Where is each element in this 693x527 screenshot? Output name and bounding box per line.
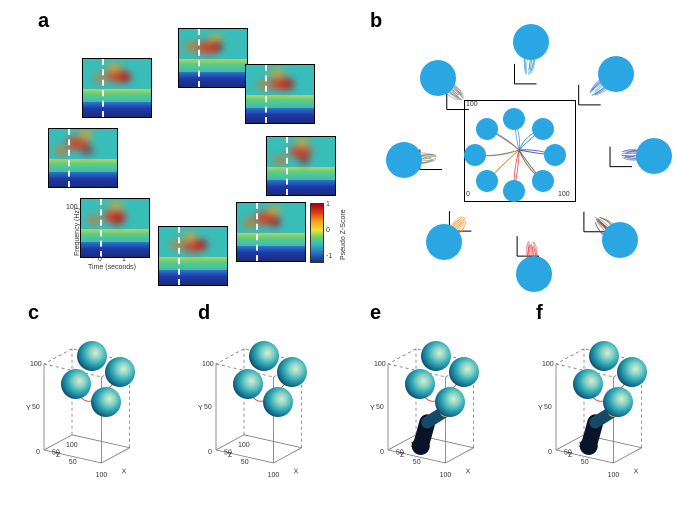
cbar-tick: 1 [326, 201, 330, 208]
outer-target [516, 256, 552, 292]
spectrogram [48, 128, 118, 188]
tick: 100 [440, 472, 452, 479]
target-sphere [249, 341, 279, 371]
axis-label-x: X [122, 468, 127, 475]
colorbar [310, 203, 322, 261]
tick: 50 [376, 404, 384, 411]
tick: 0 [36, 449, 40, 456]
panel-3d: 0501005010050100YXZ [536, 318, 686, 488]
axis-label-y: Y [538, 405, 543, 412]
panel-3d: 0501005010050100YXZ [24, 318, 174, 488]
xlabel-time: Time (seconds) [88, 264, 136, 271]
inner-target [464, 144, 486, 166]
panel-3d: 0501005010050100YXZ [368, 318, 518, 488]
target-sphere [573, 369, 603, 399]
axis-label-y: Y [370, 405, 375, 412]
axis-label-y: Y [26, 405, 31, 412]
spectrogram [266, 136, 336, 196]
inner-target [476, 170, 498, 192]
target-sphere [233, 369, 263, 399]
xtick: 0 [98, 256, 102, 263]
inner-target [544, 144, 566, 166]
tick: 100 [30, 361, 42, 368]
target-sphere [277, 357, 307, 387]
inner-target [532, 170, 554, 192]
tick: 0 [548, 449, 552, 456]
tick: 0 [208, 449, 212, 456]
target-sphere [435, 387, 465, 417]
panel-3d: 0501005010050100YXZ [196, 318, 346, 488]
target-sphere [61, 369, 91, 399]
outer-target [602, 222, 638, 258]
axis-label-z: Z [568, 452, 573, 459]
axis-label-x: X [294, 468, 299, 475]
cbar-label: Pseudo Z-Score [340, 209, 347, 260]
target-sphere [405, 369, 435, 399]
axis-label-x: X [466, 468, 471, 475]
axis-label-x: X [634, 468, 639, 475]
cbar-tick: 0 [326, 227, 330, 234]
tick: 50 [32, 404, 40, 411]
tick: 50 [69, 459, 77, 466]
inner-target [532, 118, 554, 140]
outer-target [420, 60, 456, 96]
spectrogram [178, 28, 248, 88]
tick: 100 [202, 361, 214, 368]
target-sphere [421, 341, 451, 371]
ylabel-frequency: Frequency (Hz) [74, 208, 81, 256]
axis-label-z: Z [56, 452, 61, 459]
tick: 50 [204, 404, 212, 411]
tick: 50 [241, 459, 249, 466]
inner-target [476, 118, 498, 140]
tick: 100 [268, 472, 280, 479]
target-sphere [617, 357, 647, 387]
tick: 50 [413, 459, 421, 466]
target-sphere [589, 341, 619, 371]
target-sphere [105, 357, 135, 387]
inner-target [503, 108, 525, 130]
spectrogram [158, 226, 228, 286]
axis-label-z: Z [400, 452, 405, 459]
tick: 100 [66, 442, 78, 449]
tick: 100 [608, 472, 620, 479]
target-sphere [603, 387, 633, 417]
inner-target [503, 180, 525, 202]
outer-target [636, 138, 672, 174]
panel-a: Frequency (Hz)Time (seconds)1000110-1Pse… [30, 28, 340, 278]
outer-target [386, 142, 422, 178]
spectrogram [80, 198, 150, 258]
tick: 100 [374, 361, 386, 368]
ytick: 100 [66, 204, 78, 211]
outer-target [598, 56, 634, 92]
xtick: 1 [122, 256, 126, 263]
outer-target [426, 224, 462, 260]
spectrogram [245, 64, 315, 124]
target-sphere [263, 387, 293, 417]
tick: 50 [544, 404, 552, 411]
target-sphere [91, 387, 121, 417]
tick: 100 [542, 361, 554, 368]
axis-label-y: Y [198, 405, 203, 412]
axis-label-z: Z [228, 452, 233, 459]
target-sphere [449, 357, 479, 387]
tick: 0 [380, 449, 384, 456]
spectrogram [82, 58, 152, 118]
tick: 100 [96, 472, 108, 479]
spectrogram [236, 202, 306, 262]
target-sphere [77, 341, 107, 371]
panel-b: 0100100 [372, 20, 672, 280]
cbar-tick: -1 [326, 253, 332, 260]
tick: 50 [581, 459, 589, 466]
outer-target [513, 24, 549, 60]
tick: 100 [238, 442, 250, 449]
